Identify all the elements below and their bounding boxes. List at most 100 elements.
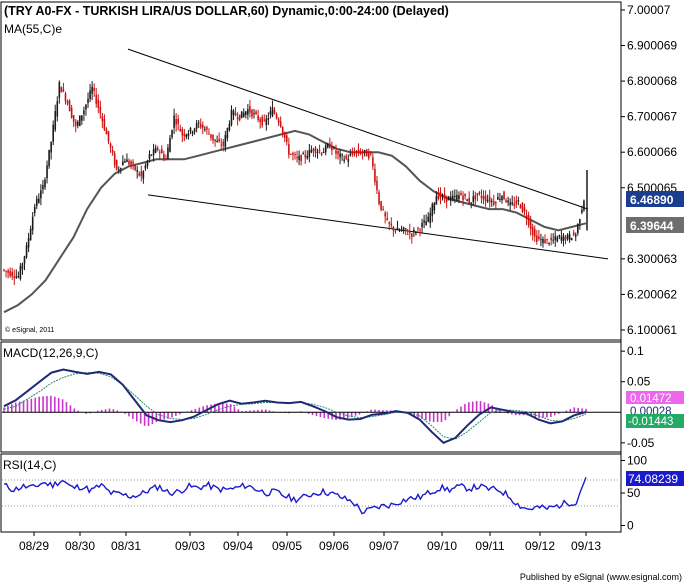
candle-body xyxy=(35,198,38,206)
candle-body xyxy=(546,239,548,241)
candle-body xyxy=(128,160,130,165)
candle-body xyxy=(42,185,44,190)
candle-body xyxy=(316,151,319,153)
candle-body xyxy=(31,216,34,231)
candle-body xyxy=(552,239,555,241)
candle-body xyxy=(390,223,393,226)
candle-body xyxy=(353,153,356,155)
candle-body xyxy=(441,195,444,197)
candle-body xyxy=(79,115,81,126)
candle-body xyxy=(501,196,503,201)
candle-body xyxy=(70,107,73,118)
candles-group xyxy=(3,80,588,285)
candle-body xyxy=(386,218,389,220)
candle-body xyxy=(568,234,571,241)
date-tick-label: 09/06 xyxy=(319,539,349,553)
candle-body xyxy=(286,135,288,142)
candle-body xyxy=(95,94,98,104)
candle-body xyxy=(212,134,214,141)
candle-body xyxy=(331,145,333,151)
candle-body xyxy=(488,196,491,203)
candle-body xyxy=(175,119,177,125)
last-close-label: 6.46890 xyxy=(630,193,674,207)
candle-body xyxy=(120,168,122,170)
rsi-tick-label: 0 xyxy=(627,519,634,533)
price-tick-label: 7.00007 xyxy=(627,3,671,17)
candle-body xyxy=(433,203,436,211)
candle-body xyxy=(542,238,544,244)
candle-body xyxy=(11,271,13,277)
rsi-tick-label: 50 xyxy=(627,486,641,500)
candle-body xyxy=(417,227,419,229)
candle-body xyxy=(347,158,350,162)
candle-body xyxy=(468,197,470,204)
candle-body xyxy=(376,180,378,191)
candle-body xyxy=(163,154,165,160)
candle-body xyxy=(486,200,489,202)
rsi-value-badge: 74.08239 xyxy=(626,471,684,486)
candle-body xyxy=(271,107,274,117)
candle-body xyxy=(242,112,245,117)
candle-body xyxy=(421,222,423,228)
date-tick-label: 09/12 xyxy=(525,539,555,553)
candle-body xyxy=(435,196,438,205)
candle-body xyxy=(181,129,184,136)
candle-body xyxy=(458,195,460,200)
candle-body xyxy=(220,144,223,146)
candle-body xyxy=(93,87,95,91)
candle-body xyxy=(105,129,108,135)
candle-body xyxy=(357,149,360,153)
macd-hist-badge: 0.01472 xyxy=(626,391,684,405)
chart-title: (TRY A0-FX - TURKISH LIRA/US DOLLAR,60) … xyxy=(4,4,449,18)
candle-body xyxy=(554,236,557,240)
candle-body xyxy=(195,123,198,129)
candle-body xyxy=(454,195,456,197)
candle-body xyxy=(292,153,294,155)
candle-body xyxy=(326,144,329,148)
candle-body xyxy=(115,160,118,170)
candle-body xyxy=(111,150,114,153)
price-tick-label: 6.100061 xyxy=(627,323,677,337)
candle-body xyxy=(324,145,327,153)
candle-body xyxy=(204,129,206,131)
candle-body xyxy=(515,200,518,205)
candle-body xyxy=(312,148,315,152)
candle-body xyxy=(234,113,237,116)
macd-value-badge-bg xyxy=(626,404,684,417)
rsi-tick-label: 100 xyxy=(627,454,647,468)
candle-body xyxy=(48,149,50,167)
candle-body xyxy=(124,161,126,163)
candle-body xyxy=(503,191,505,200)
candle-body xyxy=(97,99,100,108)
last-close-badge-bg xyxy=(626,191,684,207)
candle-body xyxy=(76,121,79,126)
candle-body xyxy=(396,227,399,231)
candle-body xyxy=(179,128,182,132)
price-tick-label: 6.300063 xyxy=(627,252,677,266)
candle-body xyxy=(83,110,85,115)
candle-body xyxy=(33,206,36,213)
candle-body xyxy=(406,233,409,235)
candle-body xyxy=(550,237,552,241)
candle-body xyxy=(447,196,450,201)
candle-body xyxy=(527,215,530,226)
candle-body xyxy=(572,232,575,235)
candle-body xyxy=(183,133,186,137)
candle-body xyxy=(263,119,266,121)
candle-body xyxy=(419,229,421,231)
date-tick-label: 08/31 xyxy=(111,539,141,553)
candle-body xyxy=(517,200,520,202)
candle-body xyxy=(484,195,487,202)
candle-body xyxy=(579,219,581,224)
candle-body xyxy=(449,196,452,201)
candle-body xyxy=(529,221,532,230)
candle-body xyxy=(456,194,458,201)
candle-body xyxy=(44,179,46,188)
candle-body xyxy=(236,117,239,120)
price-axis-ticks: 7.00007 6.900069 6.800068 6.700067 6.600066 6… xyxy=(621,3,677,337)
rsi-reference-lines xyxy=(2,479,621,507)
candle-body xyxy=(443,194,446,199)
candle-body xyxy=(339,153,341,158)
candle-body xyxy=(169,138,171,153)
date-tick-label: 08/30 xyxy=(65,539,95,553)
